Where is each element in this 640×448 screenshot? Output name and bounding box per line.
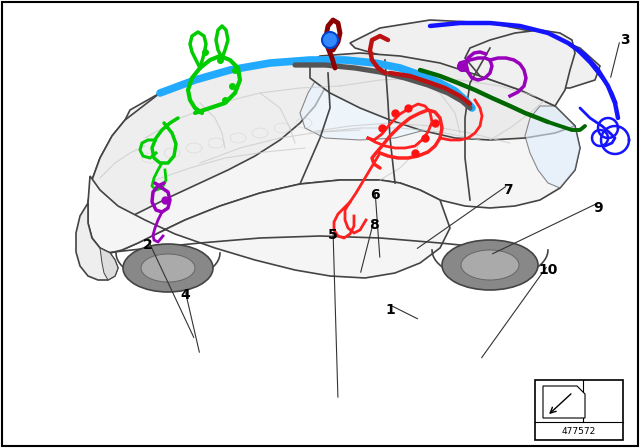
Text: 8: 8 — [369, 218, 379, 232]
Ellipse shape — [141, 254, 195, 282]
Polygon shape — [88, 58, 330, 230]
Text: 4: 4 — [180, 288, 190, 302]
Polygon shape — [543, 386, 585, 418]
Text: 7: 7 — [503, 183, 513, 197]
Polygon shape — [100, 248, 118, 280]
Text: 3: 3 — [620, 33, 630, 47]
Polygon shape — [310, 53, 575, 140]
Text: 1: 1 — [385, 303, 395, 317]
Polygon shape — [88, 56, 580, 253]
Ellipse shape — [442, 240, 538, 290]
Polygon shape — [350, 20, 600, 88]
Ellipse shape — [123, 244, 213, 292]
Text: 477572: 477572 — [562, 426, 596, 435]
Polygon shape — [525, 106, 580, 188]
Bar — [535, 380, 623, 440]
Text: 10: 10 — [538, 263, 557, 277]
Polygon shape — [76, 203, 118, 280]
Text: 9: 9 — [593, 201, 603, 215]
Text: 5: 5 — [328, 228, 338, 242]
Text: 2: 2 — [143, 238, 153, 252]
Polygon shape — [88, 176, 450, 278]
Text: 6: 6 — [370, 188, 380, 202]
Polygon shape — [300, 56, 480, 140]
Circle shape — [322, 32, 338, 48]
Ellipse shape — [461, 250, 519, 280]
Polygon shape — [465, 30, 575, 106]
